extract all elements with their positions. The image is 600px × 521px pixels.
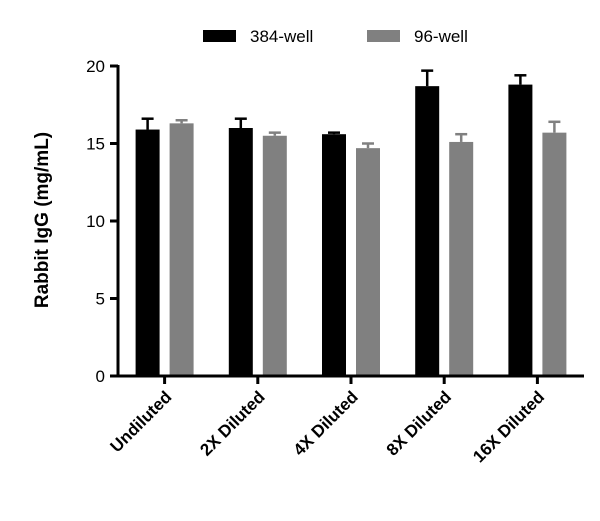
y-axis-title: Rabbit IgG (mg/mL) [32, 132, 53, 308]
legend-swatch-384-well [203, 30, 236, 42]
bars [135, 69, 567, 377]
bar-96-well [449, 141, 474, 376]
x-tick-label: 4X Diluted [290, 387, 362, 459]
y-tick-label: 0 [96, 367, 105, 386]
bar-96-well [262, 135, 287, 376]
x-tick-label: 2X Diluted [196, 387, 268, 459]
bar-384-well [415, 86, 440, 377]
y-tick-label: 15 [86, 135, 105, 154]
x-tick-label: Undiluted [107, 387, 176, 456]
legend-label-96-well: 96-well [414, 27, 468, 46]
bar-384-well [322, 134, 346, 376]
bar-384-well [135, 129, 160, 376]
y-tick-label: 20 [86, 57, 105, 76]
y-tick-label: 10 [86, 212, 105, 231]
bar-384-well [508, 84, 533, 376]
legend-label-384-well: 384-well [250, 27, 313, 46]
bar-96-well [542, 132, 567, 376]
y-tick-label: 5 [96, 290, 105, 309]
x-tick-label: 8X Diluted [383, 387, 455, 459]
bar-384-well [228, 128, 253, 376]
x-tick-label: 16X Diluted [469, 387, 548, 466]
bar-96-well [356, 148, 380, 376]
bar-96-well [169, 123, 194, 376]
legend-swatch-96-well [367, 30, 400, 42]
legend: 384-well 96-well [203, 27, 468, 46]
